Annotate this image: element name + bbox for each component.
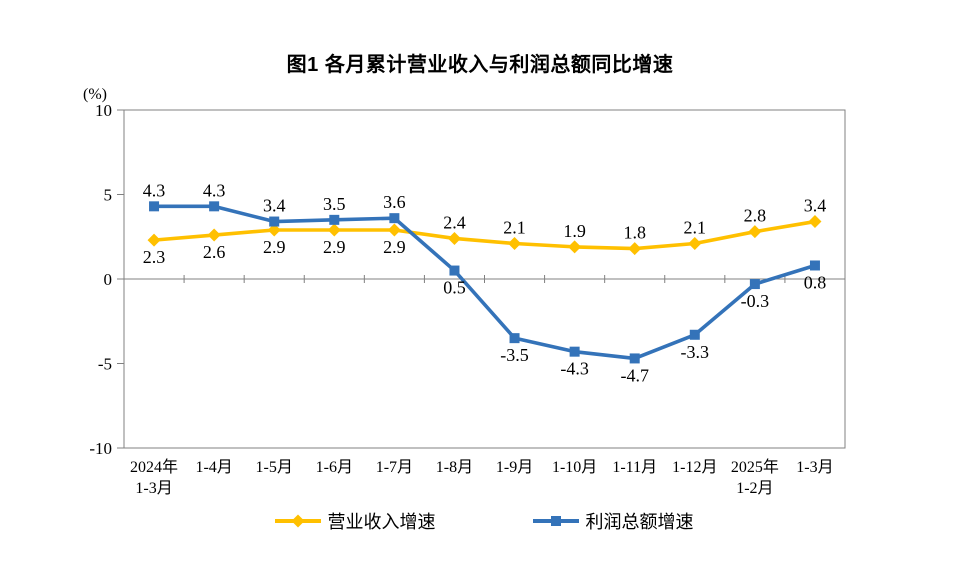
- operating-revenue-growth-marker: [568, 240, 582, 254]
- operating-revenue-growth-data-label: 1.9: [563, 221, 586, 241]
- operating-revenue-growth-marker: [748, 225, 762, 239]
- x-axis-category-label: 1-3月: [135, 480, 172, 497]
- chart-legend: 营业收入增速 利润总额增速: [0, 508, 967, 534]
- total-profit-growth-data-label: 4.3: [143, 180, 166, 200]
- chart-title: 图1 各月累计营业收入与利润总额同比增速: [286, 54, 674, 76]
- total-profit-growth-marker: [809, 260, 820, 271]
- total-profit-growth-data-label: 4.3: [203, 180, 226, 200]
- operating-revenue-growth-line: [153, 219, 816, 251]
- total-profit-growth-marker: [329, 214, 340, 225]
- operating-revenue-growth-marker: [508, 237, 522, 251]
- total-profit-growth-data-label: -3.5: [500, 345, 529, 365]
- x-axis-category-label: 1-11月: [612, 459, 657, 476]
- legend-marker-diamond-icon: [274, 514, 321, 528]
- operating-revenue-growth-data-label: 1.8: [623, 223, 646, 243]
- total-profit-growth-marker: [689, 329, 700, 340]
- operating-revenue-growth-marker: [207, 228, 221, 242]
- total-profit-growth-data-label: -4.7: [620, 365, 649, 385]
- total-profit-growth-data-label: 0.8: [804, 272, 827, 292]
- legend-item-operating-revenue-growth: 营业收入增速: [274, 508, 436, 534]
- x-axis-category-label: 1-12月: [672, 459, 717, 476]
- total-profit-growth-data-label: 3.4: [263, 196, 286, 216]
- total-profit-growth-marker: [389, 213, 400, 224]
- y-axis-tick-label: -5: [98, 355, 112, 374]
- legend-marker-square-icon: [532, 516, 579, 526]
- operating-revenue-growth-data-label: 3.4: [804, 196, 827, 216]
- total-profit-growth-marker: [629, 353, 640, 364]
- operating-revenue-growth-marker: [327, 223, 341, 237]
- operating-revenue-growth-marker: [808, 215, 822, 229]
- operating-revenue-growth-marker: [267, 223, 281, 237]
- total-profit-growth-data-label: 0.5: [443, 278, 466, 298]
- total-profit-growth-data-label: -0.3: [741, 291, 770, 311]
- x-axis-category-label: 1-6月: [316, 459, 353, 476]
- x-axis-category-label: 2025年: [731, 458, 779, 476]
- total-profit-growth-marker: [749, 279, 760, 290]
- x-axis-category-label: 1-9月: [496, 459, 533, 476]
- total-profit-growth-marker: [209, 201, 220, 212]
- y-axis-tick-label: 0: [104, 270, 113, 289]
- total-profit-growth-marker: [569, 346, 580, 357]
- operating-revenue-growth-marker: [688, 237, 702, 251]
- legend-item-total-profit-growth: 利润总额增速: [532, 508, 694, 534]
- operating-revenue-growth-marker: [147, 233, 161, 247]
- operating-revenue-growth-data-label: 2.4: [443, 212, 466, 232]
- operating-revenue-growth-data-label: 2.9: [323, 237, 346, 257]
- total-profit-growth-line: [154, 204, 816, 361]
- operating-revenue-growth-marker: [387, 223, 401, 237]
- total-profit-growth-data-label: 3.5: [323, 194, 346, 214]
- x-axis-category-label: 1-7月: [376, 459, 413, 476]
- x-axis-category-label: 2024年: [130, 458, 178, 476]
- total-profit-growth-marker: [449, 265, 460, 276]
- total-profit-growth-marker: [149, 201, 160, 212]
- legend-label-total-profit-growth: 利润总额增速: [585, 512, 694, 532]
- total-profit-growth-data-label: 3.6: [383, 192, 406, 212]
- y-axis-tick-label: 10: [95, 101, 112, 120]
- operating-revenue-growth-data-label: 2.1: [684, 218, 707, 238]
- x-axis-category-label: 1-5月: [256, 459, 293, 476]
- operating-revenue-growth-data-label: 2.9: [263, 237, 286, 257]
- x-axis-category-label: 1-4月: [195, 459, 232, 476]
- y-axis-unit-label: (%): [83, 86, 107, 103]
- operating-revenue-growth-marker: [628, 242, 642, 256]
- total-profit-growth-marker: [269, 216, 280, 227]
- y-axis-tick-label: -10: [89, 439, 112, 458]
- operating-revenue-growth-data-label: 2.3: [143, 247, 166, 267]
- legend-label-operating-revenue-growth: 营业收入增速: [327, 512, 436, 532]
- operating-revenue-growth-data-label: 2.1: [503, 218, 526, 238]
- plot-area: 10 5 0 -5 -10 2024年 1-3月 1-4月 1-5月 1-6月 1-7月 1-8月 1-…: [89, 101, 846, 497]
- operating-revenue-growth-data-label: 2.6: [203, 242, 226, 262]
- total-profit-growth-data-label: -3.3: [681, 342, 710, 362]
- x-axis-category-label: 1-10月: [552, 459, 597, 476]
- total-profit-growth-data-label: -4.3: [560, 359, 589, 379]
- operating-revenue-growth-marker: [447, 231, 461, 245]
- total-profit-growth-marker: [509, 333, 520, 344]
- x-axis-category-label: 1-3月: [796, 459, 833, 476]
- operating-revenue-growth-data-label: 2.9: [383, 237, 406, 257]
- operating-revenue-growth-data-label: 2.8: [744, 206, 767, 226]
- y-axis-tick-label: 5: [104, 186, 113, 205]
- x-axis-category-label: 1-2月: [736, 480, 773, 497]
- x-axis-category-label: 1-8月: [436, 459, 473, 476]
